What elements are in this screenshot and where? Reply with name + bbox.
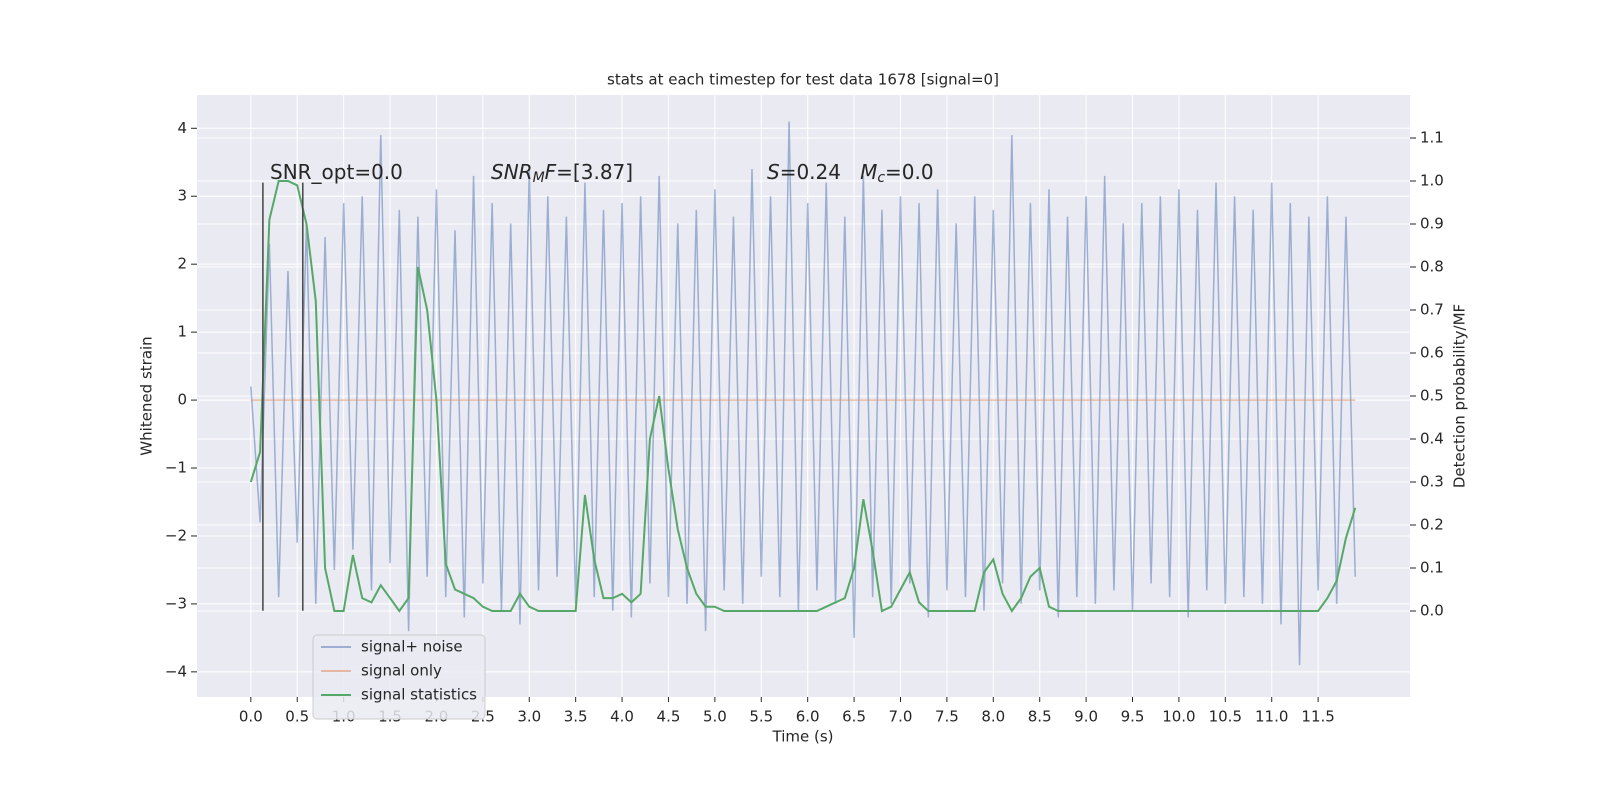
x-tick-label: 7.0 bbox=[889, 708, 913, 726]
y2-axis-label: Detection probability/MF bbox=[1451, 304, 1469, 488]
x-tick-label: 3.5 bbox=[564, 708, 588, 726]
x-tick-label: 8.5 bbox=[1028, 708, 1052, 726]
annotation-part: c bbox=[877, 170, 885, 186]
annotation-part: SNR_opt=0.0 bbox=[270, 160, 403, 184]
y2-tick-label: 0.5 bbox=[1420, 387, 1444, 405]
y-tick-label: 3 bbox=[177, 187, 187, 205]
y-tick-label: 0 bbox=[177, 391, 187, 409]
y2-tick-label: 0.0 bbox=[1420, 602, 1444, 620]
x-tick-label: 9.5 bbox=[1121, 708, 1145, 726]
legend-box bbox=[312, 634, 486, 720]
x-tick-label: 6.0 bbox=[796, 708, 820, 726]
annotation-part: =[3.87] bbox=[556, 160, 633, 184]
x-tick-label: 7.5 bbox=[935, 708, 959, 726]
legend-label: signal statistics bbox=[361, 686, 477, 704]
y2-tick-label: 0.3 bbox=[1420, 473, 1444, 491]
x-tick-label: 11.5 bbox=[1301, 708, 1334, 726]
annotation-part: F bbox=[545, 160, 557, 184]
x-tick-label: 9.0 bbox=[1074, 708, 1098, 726]
annotation: SNR_opt=0.0 bbox=[270, 160, 403, 184]
x-tick-label: 6.5 bbox=[842, 708, 866, 726]
annotation-part: =0.0 bbox=[885, 160, 934, 184]
annotation-part: S bbox=[767, 160, 780, 184]
y-axis-label: Whitened strain bbox=[138, 336, 156, 455]
y-tick-label: −4 bbox=[165, 662, 187, 680]
y-tick-label: −1 bbox=[165, 459, 187, 477]
y-tick-label: 1 bbox=[177, 323, 187, 341]
y-tick-label: −2 bbox=[165, 526, 187, 544]
x-axis-label: Time (s) bbox=[772, 728, 834, 746]
x-tick-label: 0.5 bbox=[285, 708, 309, 726]
y-tick-label: −3 bbox=[165, 594, 187, 612]
x-tick-label: 5.5 bbox=[749, 708, 773, 726]
y2-tick-label: 0.7 bbox=[1420, 301, 1444, 319]
y2-tick-label: 0.8 bbox=[1420, 258, 1444, 276]
y-tick-label: 4 bbox=[177, 119, 187, 137]
x-tick-label: 4.0 bbox=[610, 708, 634, 726]
x-tick-label: 10.0 bbox=[1162, 708, 1195, 726]
x-tick-label: 3.0 bbox=[517, 708, 541, 726]
annotation: S=0.24 Mc=0.0 bbox=[767, 160, 934, 187]
y2-tick-label: 0.1 bbox=[1420, 559, 1444, 577]
x-tick-label: 0.0 bbox=[239, 708, 263, 726]
y2-tick-label: 0.4 bbox=[1420, 430, 1444, 448]
annotation-part: M bbox=[860, 160, 877, 184]
chart-title: stats at each timestep for test data 167… bbox=[607, 71, 999, 89]
series-line bbox=[250, 121, 1356, 666]
legend: signal+ noise signal only signal statistic… bbox=[312, 634, 486, 720]
x-tick-label: 10.5 bbox=[1209, 708, 1242, 726]
y2-tick-label: 1.1 bbox=[1420, 129, 1444, 147]
legend-label: signal+ noise bbox=[361, 638, 463, 656]
y2-tick-label: 1.0 bbox=[1420, 172, 1444, 190]
y2-tick-label: 0.9 bbox=[1420, 215, 1444, 233]
x-tick-label: 8.0 bbox=[981, 708, 1005, 726]
y-tick-label: 2 bbox=[177, 255, 187, 273]
x-tick-label: 5.0 bbox=[703, 708, 727, 726]
y2-tick-label: 0.2 bbox=[1420, 516, 1444, 534]
x-tick-label: 11.0 bbox=[1255, 708, 1288, 726]
annotation-part: SNR bbox=[491, 160, 533, 184]
legend-label: signal only bbox=[361, 662, 442, 680]
series-line bbox=[249, 180, 1357, 613]
y2-tick-label: 0.6 bbox=[1420, 344, 1444, 362]
annotation-part: M bbox=[533, 170, 545, 186]
annotation: SNRMF=[3.87] bbox=[491, 160, 633, 187]
annotation-part: =0.24 bbox=[780, 160, 860, 184]
x-tick-label: 4.5 bbox=[657, 708, 681, 726]
